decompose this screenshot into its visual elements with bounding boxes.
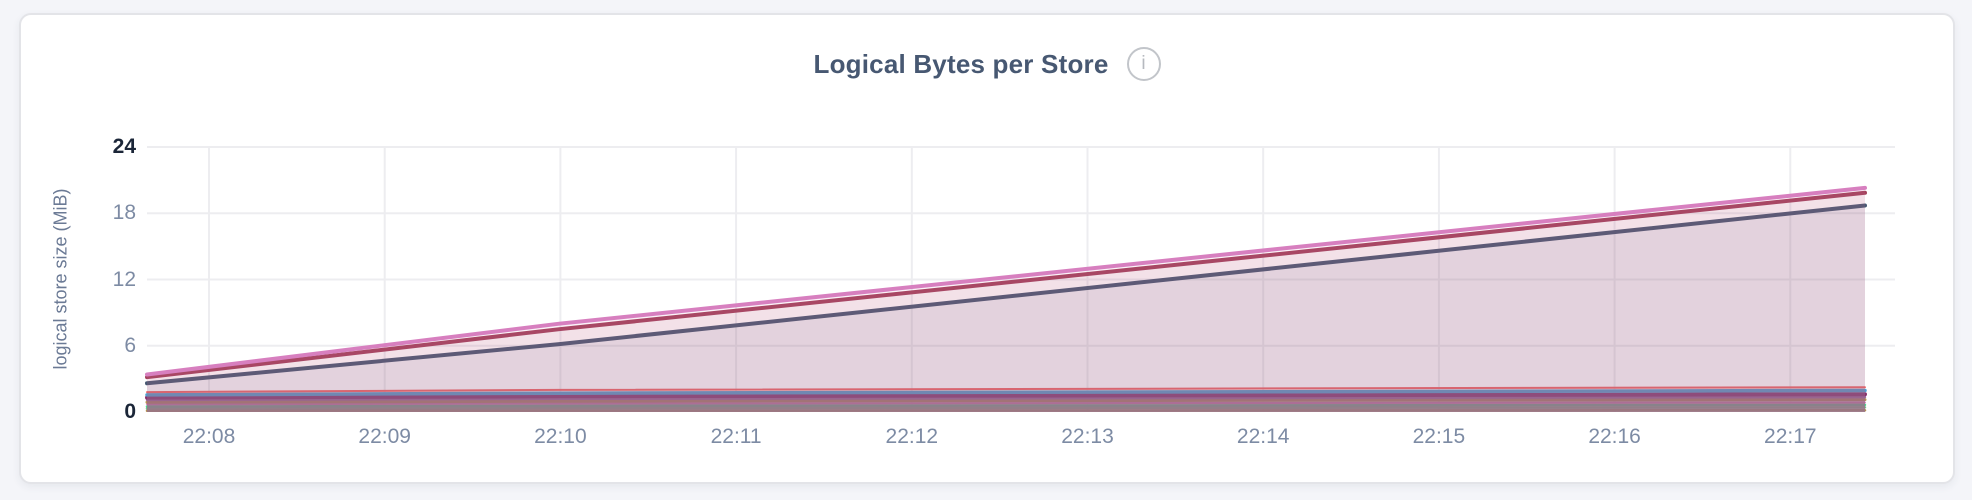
series-area bbox=[147, 394, 1865, 412]
series-line bbox=[145, 406, 1867, 410]
x-tick-label: 22:17 bbox=[1764, 425, 1817, 448]
chart-title: Logical Bytes per Store bbox=[813, 48, 1109, 79]
series-line bbox=[145, 403, 1867, 408]
series-area bbox=[147, 387, 1865, 412]
series-area bbox=[147, 192, 1865, 412]
series-area bbox=[147, 205, 1865, 412]
x-tick-label: 22:09 bbox=[358, 425, 411, 448]
series-area bbox=[147, 402, 1865, 412]
x-tick-label: 22:12 bbox=[885, 425, 939, 448]
plot-svg[interactable] bbox=[145, 146, 1895, 412]
series-area bbox=[147, 397, 1865, 412]
x-tick-label: 22:13 bbox=[1061, 425, 1114, 448]
x-tick-label: 22:15 bbox=[1412, 425, 1466, 448]
chart-header: Logical Bytes per Store i bbox=[21, 47, 1953, 81]
series-line bbox=[145, 190, 1867, 380]
series-line bbox=[145, 408, 1867, 412]
series-line bbox=[146, 386, 1866, 394]
series-line bbox=[145, 388, 1867, 397]
y-axis-title: logical store size (MiB) bbox=[50, 188, 71, 370]
series-line bbox=[145, 185, 1867, 377]
x-tick-label: 22:10 bbox=[534, 425, 587, 448]
x-tick-label: 22:14 bbox=[1236, 425, 1290, 448]
y-tick-label: 18 bbox=[112, 201, 136, 225]
y-tick-label: 12 bbox=[112, 267, 136, 291]
x-tick-label: 22:08 bbox=[182, 425, 236, 448]
series-area bbox=[147, 390, 1865, 412]
plot-area[interactable] bbox=[145, 146, 1895, 412]
series-line bbox=[146, 401, 1866, 406]
series-line bbox=[145, 395, 1867, 402]
x-tick-label: 22:16 bbox=[1588, 425, 1641, 448]
series-line bbox=[145, 398, 1867, 404]
y-tick-label: 0 bbox=[124, 400, 136, 423]
x-tick-label: 22:11 bbox=[710, 425, 762, 448]
series-line bbox=[145, 392, 1867, 400]
series-area bbox=[147, 187, 1865, 412]
chart-card: Logical Bytes per Store i logical store … bbox=[19, 13, 1955, 484]
y-tick-label: 24 bbox=[112, 135, 136, 158]
series-line bbox=[145, 203, 1867, 386]
info-icon[interactable]: i bbox=[1126, 47, 1161, 81]
y-tick-label: 6 bbox=[124, 333, 136, 357]
